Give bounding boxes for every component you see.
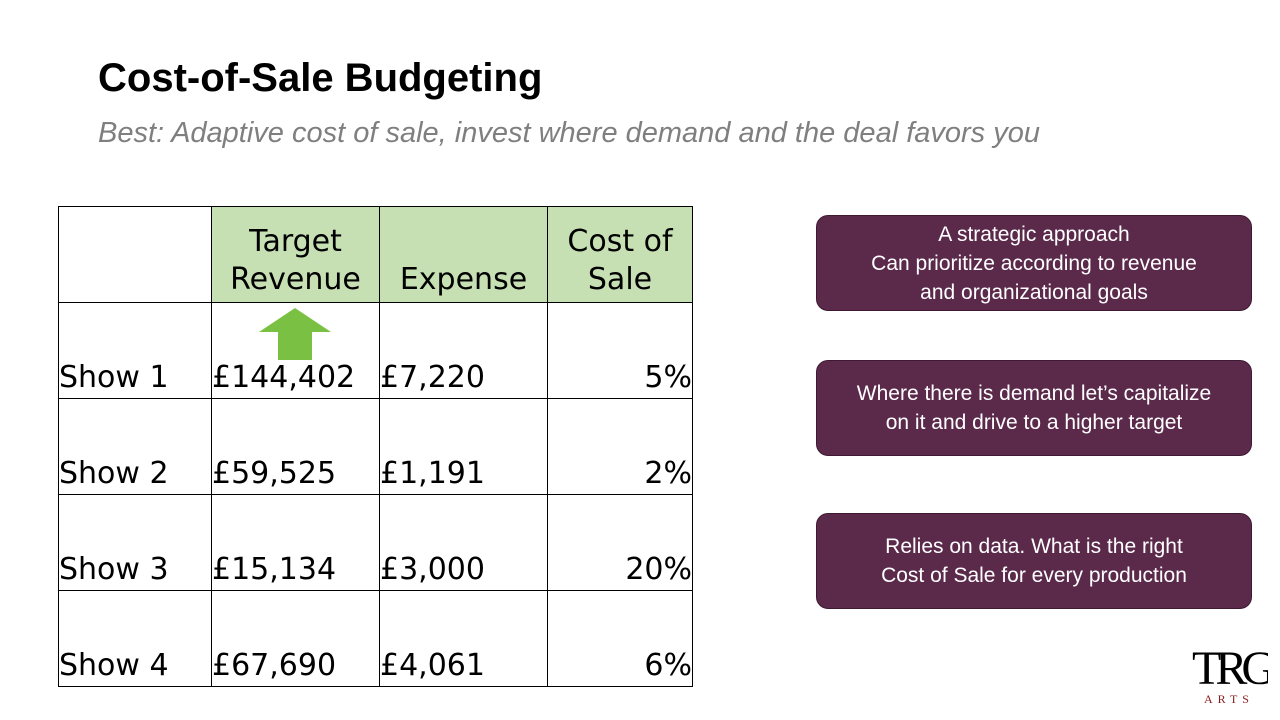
target-revenue-cell: £59,525 (211, 398, 380, 495)
note-box-data: Relies on data. What is the right Cost o… (816, 513, 1252, 609)
header-target-revenue-line2: Revenue (230, 261, 361, 297)
expense-cell: £7,220 (379, 302, 548, 399)
target-revenue-cell: £67,690 (211, 590, 380, 687)
logo-letters: TRG (1192, 642, 1268, 695)
note-box-demand: Where there is demand let’s capitalize o… (816, 360, 1252, 456)
header-cost-of-sale-line2: Sale (587, 261, 653, 297)
note-line: A strategic approach (938, 222, 1130, 246)
row-label: Show 2 (58, 398, 212, 495)
table-row: Show 2 £59,525 £1,191 2% (58, 398, 693, 495)
row-label: Show 4 (58, 590, 212, 687)
row-label: Show 1 (58, 302, 212, 399)
note-line: Cost of Sale for every production (881, 564, 1187, 587)
header-empty-cell (58, 206, 212, 303)
cost-of-sale-cell: 20% (547, 494, 693, 591)
budget-table: Target Revenue Expense Cost of Sale Show… (58, 206, 693, 687)
header-cost-of-sale-line1: Cost of (567, 224, 673, 259)
logo-caption: ARTS (1204, 692, 1254, 706)
expense-cell: £1,191 (379, 398, 548, 495)
header-target-revenue-line1: Target (249, 224, 342, 259)
cost-of-sale-cell: 2% (547, 398, 693, 495)
trg-arts-logo: TRG ARTS (1192, 642, 1268, 706)
cost-of-sale-cell: 6% (547, 590, 693, 687)
table-row: Show 1 £144,402 £7,220 5% (58, 302, 693, 399)
cost-of-sale-cell: 5% (547, 302, 693, 399)
table-row: Show 3 £15,134 £3,000 20% (58, 494, 693, 591)
note-line: and organizational goals (920, 280, 1148, 304)
slide-title: Cost-of-Sale Budgeting (98, 56, 543, 100)
up-arrow-icon (259, 308, 331, 360)
note-line: on it and drive to a higher target (885, 411, 1183, 434)
header-expense: Expense (379, 206, 548, 303)
note-box-strategic-approach: A strategic approach Can prioritize acco… (816, 215, 1252, 311)
target-revenue-cell: £15,134 (211, 494, 380, 591)
row-label: Show 3 (58, 494, 212, 591)
expense-cell: £3,000 (379, 494, 548, 591)
note-line: Relies on data. What is the right (885, 535, 1183, 558)
header-target-revenue: Target Revenue (211, 206, 380, 303)
expense-cell: £4,061 (379, 590, 548, 687)
header-expense-label: Expense (399, 261, 528, 297)
note-line: Where there is demand let’s capitalize (856, 382, 1212, 405)
table-row: Show 4 £67,690 £4,061 6% (58, 590, 693, 687)
header-cost-of-sale: Cost of Sale (547, 206, 693, 303)
slide-subtitle: Best: Adaptive cost of sale, invest wher… (98, 117, 1040, 149)
table-header-row: Target Revenue Expense Cost of Sale (58, 206, 693, 303)
target-revenue-cell: £144,402 (211, 302, 380, 399)
note-line: Can prioritize according to revenue (871, 251, 1197, 275)
